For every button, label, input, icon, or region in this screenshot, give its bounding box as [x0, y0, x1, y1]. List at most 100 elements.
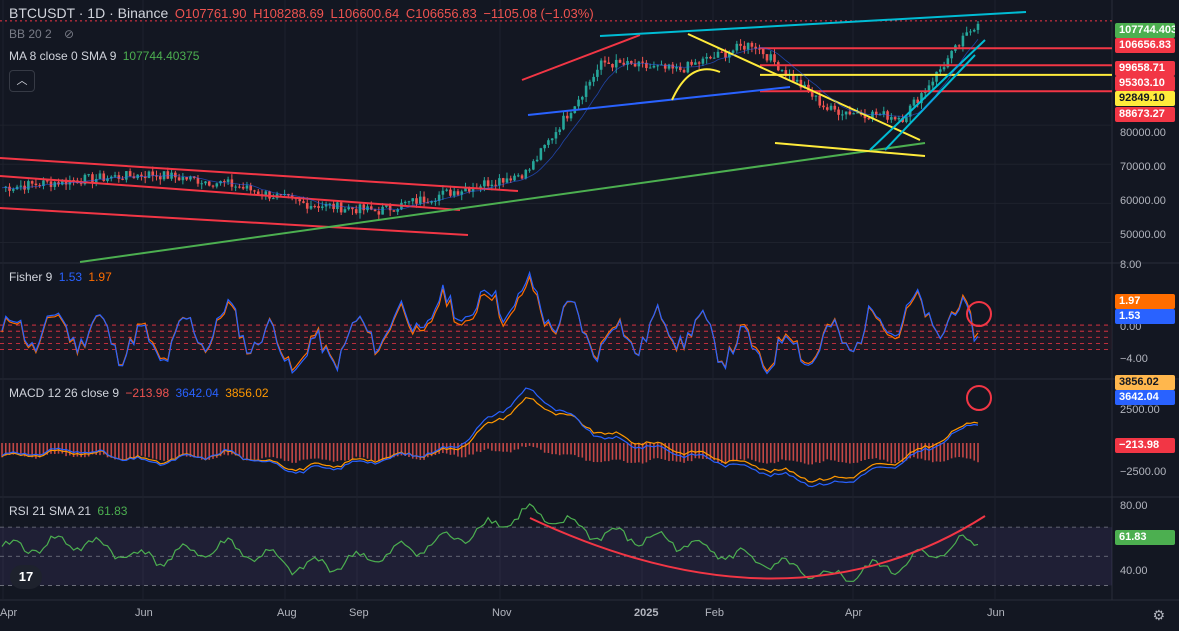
rsi-label: RSI 21 SMA 21 [9, 504, 92, 518]
candle-body [53, 182, 57, 187]
candle-body [94, 178, 98, 183]
macd-legend[interactable]: MACD 12 26 close 9 −213.98 3642.04 3856.… [9, 386, 272, 400]
candle-body [309, 206, 313, 209]
candle-body [920, 93, 923, 104]
candle-body [42, 180, 45, 186]
rsi-legend[interactable]: RSI 21 SMA 21 61.83 [9, 504, 130, 518]
ma-line [1, 39, 979, 211]
candle-body [697, 62, 701, 64]
candle-body [411, 198, 415, 202]
macd-tick-label: −2500.00 [1120, 466, 1167, 478]
candle-body [799, 79, 803, 88]
candle-body [464, 188, 467, 192]
candle-body [769, 54, 773, 61]
arc-annotation [671, 68, 721, 101]
candle-body [30, 181, 34, 184]
candle-body [347, 207, 350, 210]
candle-body [641, 61, 644, 63]
candle-body [207, 181, 211, 186]
candle-body [223, 181, 226, 183]
candle-body [494, 184, 497, 186]
tradingview-logo[interactable]: 17 [10, 565, 42, 589]
candle-body [106, 178, 109, 181]
gear-icon[interactable]: ⚙ [1152, 607, 1165, 623]
macd-signal-line [1, 396, 979, 483]
candle-body [611, 63, 614, 68]
candle-body [181, 176, 185, 181]
candle-body [735, 43, 739, 51]
candle-body [543, 144, 546, 149]
time-axis-label: Apr [0, 607, 18, 619]
candle-body [403, 201, 407, 203]
fisher-tag: 1.97 [1115, 294, 1175, 309]
candles-group [4, 21, 980, 220]
trend-line [527, 86, 791, 116]
candle-body [151, 171, 155, 176]
candle-body [607, 62, 611, 64]
candle-body [509, 178, 513, 181]
candle-body [238, 186, 241, 188]
candle-body [863, 114, 867, 119]
time-axis-label: Apr [845, 607, 863, 619]
candle-body [588, 81, 592, 86]
price-tag: 95303.10 [1115, 76, 1175, 91]
candle-body [841, 114, 844, 116]
candle-body [603, 60, 607, 63]
candle-body [874, 111, 878, 115]
price-tag: 106656.83 [1115, 38, 1175, 53]
candle-body [486, 180, 490, 187]
fisher-legend[interactable]: Fisher 9 1.53 1.97 [9, 270, 115, 284]
candle-body [758, 48, 761, 50]
fisher-tick-label: −4.00 [1120, 353, 1148, 365]
candle-body [249, 185, 253, 191]
candle-body [117, 175, 121, 179]
candle-body [343, 209, 347, 213]
candle-body [897, 118, 901, 120]
candle-body [19, 185, 23, 187]
symbol-title[interactable]: BTCUSDT · 1D · Binance [9, 5, 169, 21]
candle-body [452, 191, 456, 196]
candle-body [12, 189, 15, 191]
close-value: C106656.83 [405, 6, 477, 21]
eye-off-icon[interactable]: ⊘ [64, 27, 75, 41]
candle-body [147, 171, 151, 179]
ma-value: 107744.40375 [122, 49, 200, 63]
change-value: −1105.08 (−1.03%) [483, 6, 594, 21]
chevron-up-icon[interactable]: ︿ [9, 70, 35, 92]
candle-body [957, 45, 961, 47]
candle-body [550, 138, 554, 141]
fisher-line [1, 270, 979, 375]
price-tick-label: 70000.00 [1120, 161, 1166, 173]
macd-tick-label: 2500.00 [1120, 404, 1160, 416]
candle-body [317, 206, 320, 208]
bb-legend[interactable]: BB 20 2 ⊘ [9, 27, 77, 41]
candle-body [667, 64, 671, 69]
candle-body [931, 81, 935, 86]
candle-body [569, 113, 573, 119]
candle-body [513, 175, 516, 181]
candle-body [709, 56, 712, 59]
candle-body [245, 185, 249, 189]
candle-body [128, 171, 132, 177]
candle-body [731, 50, 735, 53]
ma-legend[interactable]: MA 8 close 0 SMA 9 107744.40375 [9, 49, 202, 63]
candle-body [204, 181, 207, 184]
candle-body [241, 187, 245, 189]
candle-body [87, 174, 90, 176]
candle-body [780, 70, 784, 72]
candle-body [396, 209, 399, 212]
candle-body [524, 169, 528, 179]
candle-body [837, 109, 840, 115]
candle-body [754, 46, 757, 49]
macd-line [1, 387, 979, 488]
candle-body [339, 202, 343, 213]
candle-body [724, 52, 727, 58]
candle-body [418, 196, 422, 204]
candle-body [935, 71, 938, 82]
candle-body [358, 204, 362, 214]
candle-body [483, 180, 486, 187]
candle-body [547, 140, 550, 145]
candle-body [633, 63, 637, 67]
candle-body [969, 31, 972, 33]
